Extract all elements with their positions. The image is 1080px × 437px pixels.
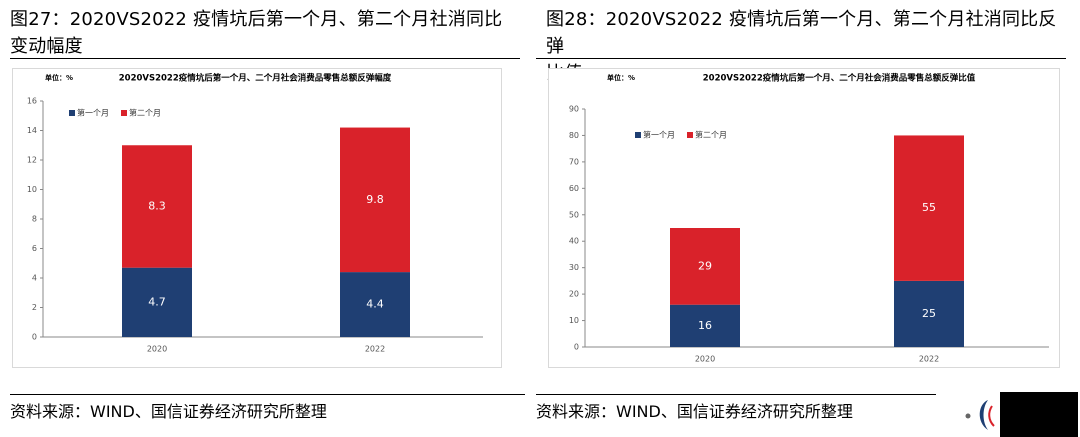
legend-label: 第一个月 bbox=[77, 108, 109, 118]
data-label: 16 bbox=[698, 319, 712, 332]
bar-first-month-2020 bbox=[122, 267, 192, 337]
y-tick-label: 70 bbox=[569, 157, 579, 166]
y-tick-label: 16 bbox=[27, 97, 37, 106]
legend-swatch bbox=[121, 110, 127, 116]
bar-second-month-2022 bbox=[340, 127, 410, 273]
chart-0: 单位：% 2020VS2022疫情坑后第一个月、二个月社会消费品零售总额反弹幅度 0… bbox=[27, 73, 483, 354]
data-label: 25 bbox=[922, 307, 936, 320]
data-label: 9.8 bbox=[366, 193, 384, 206]
data-label: 4.4 bbox=[366, 298, 384, 311]
bar-second-month-2022 bbox=[894, 135, 964, 281]
data-label: 29 bbox=[698, 259, 712, 272]
y-tick-label: 0 bbox=[32, 333, 37, 342]
y-tick-label: 12 bbox=[27, 156, 37, 165]
bar-second-month-2020 bbox=[122, 145, 192, 268]
data-label: 8.3 bbox=[148, 199, 166, 212]
source-note: 资料来源：WIND、国信证券经济研究所整理 bbox=[10, 402, 327, 421]
y-tick-label: 0 bbox=[574, 343, 579, 352]
data-label: 55 bbox=[922, 201, 936, 214]
title-rule bbox=[536, 58, 1066, 59]
chart-title: 2020VS2022疫情坑后第一个月、二个月社会消费品零售总额反弹幅度 bbox=[119, 73, 392, 84]
x-tick-label: 2022 bbox=[365, 345, 385, 354]
chart-1: 单位：% 2020VS2022疫情坑后第一个月、二个月社会消费品零售总额反弹比值 0… bbox=[569, 73, 1049, 364]
y-tick-label: 90 bbox=[569, 105, 579, 114]
source-note: 资料来源：WIND、国信证券经济研究所整理 bbox=[536, 402, 853, 421]
legend-label: 第二个月 bbox=[129, 108, 161, 118]
unit-label: 单位：% bbox=[45, 73, 73, 82]
legend-label: 第二个月 bbox=[695, 130, 727, 140]
source-rule bbox=[536, 394, 936, 395]
legend-swatch bbox=[635, 132, 641, 138]
y-tick-label: 20 bbox=[569, 290, 579, 299]
source-rule bbox=[10, 394, 525, 395]
chart-title: 2020VS2022疫情坑后第一个月、二个月社会消费品零售总额反弹比值 bbox=[703, 73, 976, 84]
unit-label: 单位：% bbox=[607, 73, 635, 82]
chart-frame: 单位：% 2020VS2022疫情坑后第一个月、二个月社会消费品零售总额反弹比值 0… bbox=[548, 68, 1060, 368]
chart-frame: 单位：% 2020VS2022疫情坑后第一个月、二个月社会消费品零售总额反弹幅度 0… bbox=[12, 68, 502, 368]
y-tick-label: 10 bbox=[569, 316, 579, 325]
x-tick-label: 2022 bbox=[919, 355, 939, 364]
legend-swatch bbox=[69, 110, 75, 116]
y-tick-label: 10 bbox=[27, 185, 37, 194]
y-tick-label: 50 bbox=[569, 210, 579, 219]
bar-second-month-2020 bbox=[670, 228, 740, 305]
y-tick-label: 60 bbox=[569, 184, 579, 193]
bar-first-month-2022 bbox=[340, 272, 410, 337]
data-label: 4.7 bbox=[148, 295, 166, 308]
title-rule bbox=[10, 58, 520, 59]
logo-mark bbox=[965, 392, 1078, 437]
y-tick-label: 8 bbox=[32, 215, 37, 224]
legend-label: 第一个月 bbox=[643, 130, 675, 140]
y-tick-label: 30 bbox=[569, 263, 579, 272]
y-tick-label: 6 bbox=[32, 244, 37, 253]
y-tick-label: 40 bbox=[569, 237, 579, 246]
y-tick-label: 80 bbox=[569, 131, 579, 140]
figure-title: 图27：2020VS2022 疫情坑后第一个月、第二个月社消同比 变动幅度 bbox=[10, 9, 503, 57]
legend-swatch bbox=[687, 132, 693, 138]
x-tick-label: 2020 bbox=[695, 355, 715, 364]
bar-first-month-2022 bbox=[894, 280, 964, 347]
y-tick-label: 14 bbox=[27, 126, 37, 135]
x-tick-label: 2020 bbox=[147, 345, 167, 354]
bar-first-month-2020 bbox=[670, 304, 740, 347]
y-tick-label: 4 bbox=[32, 274, 37, 283]
y-tick-label: 2 bbox=[32, 303, 37, 312]
